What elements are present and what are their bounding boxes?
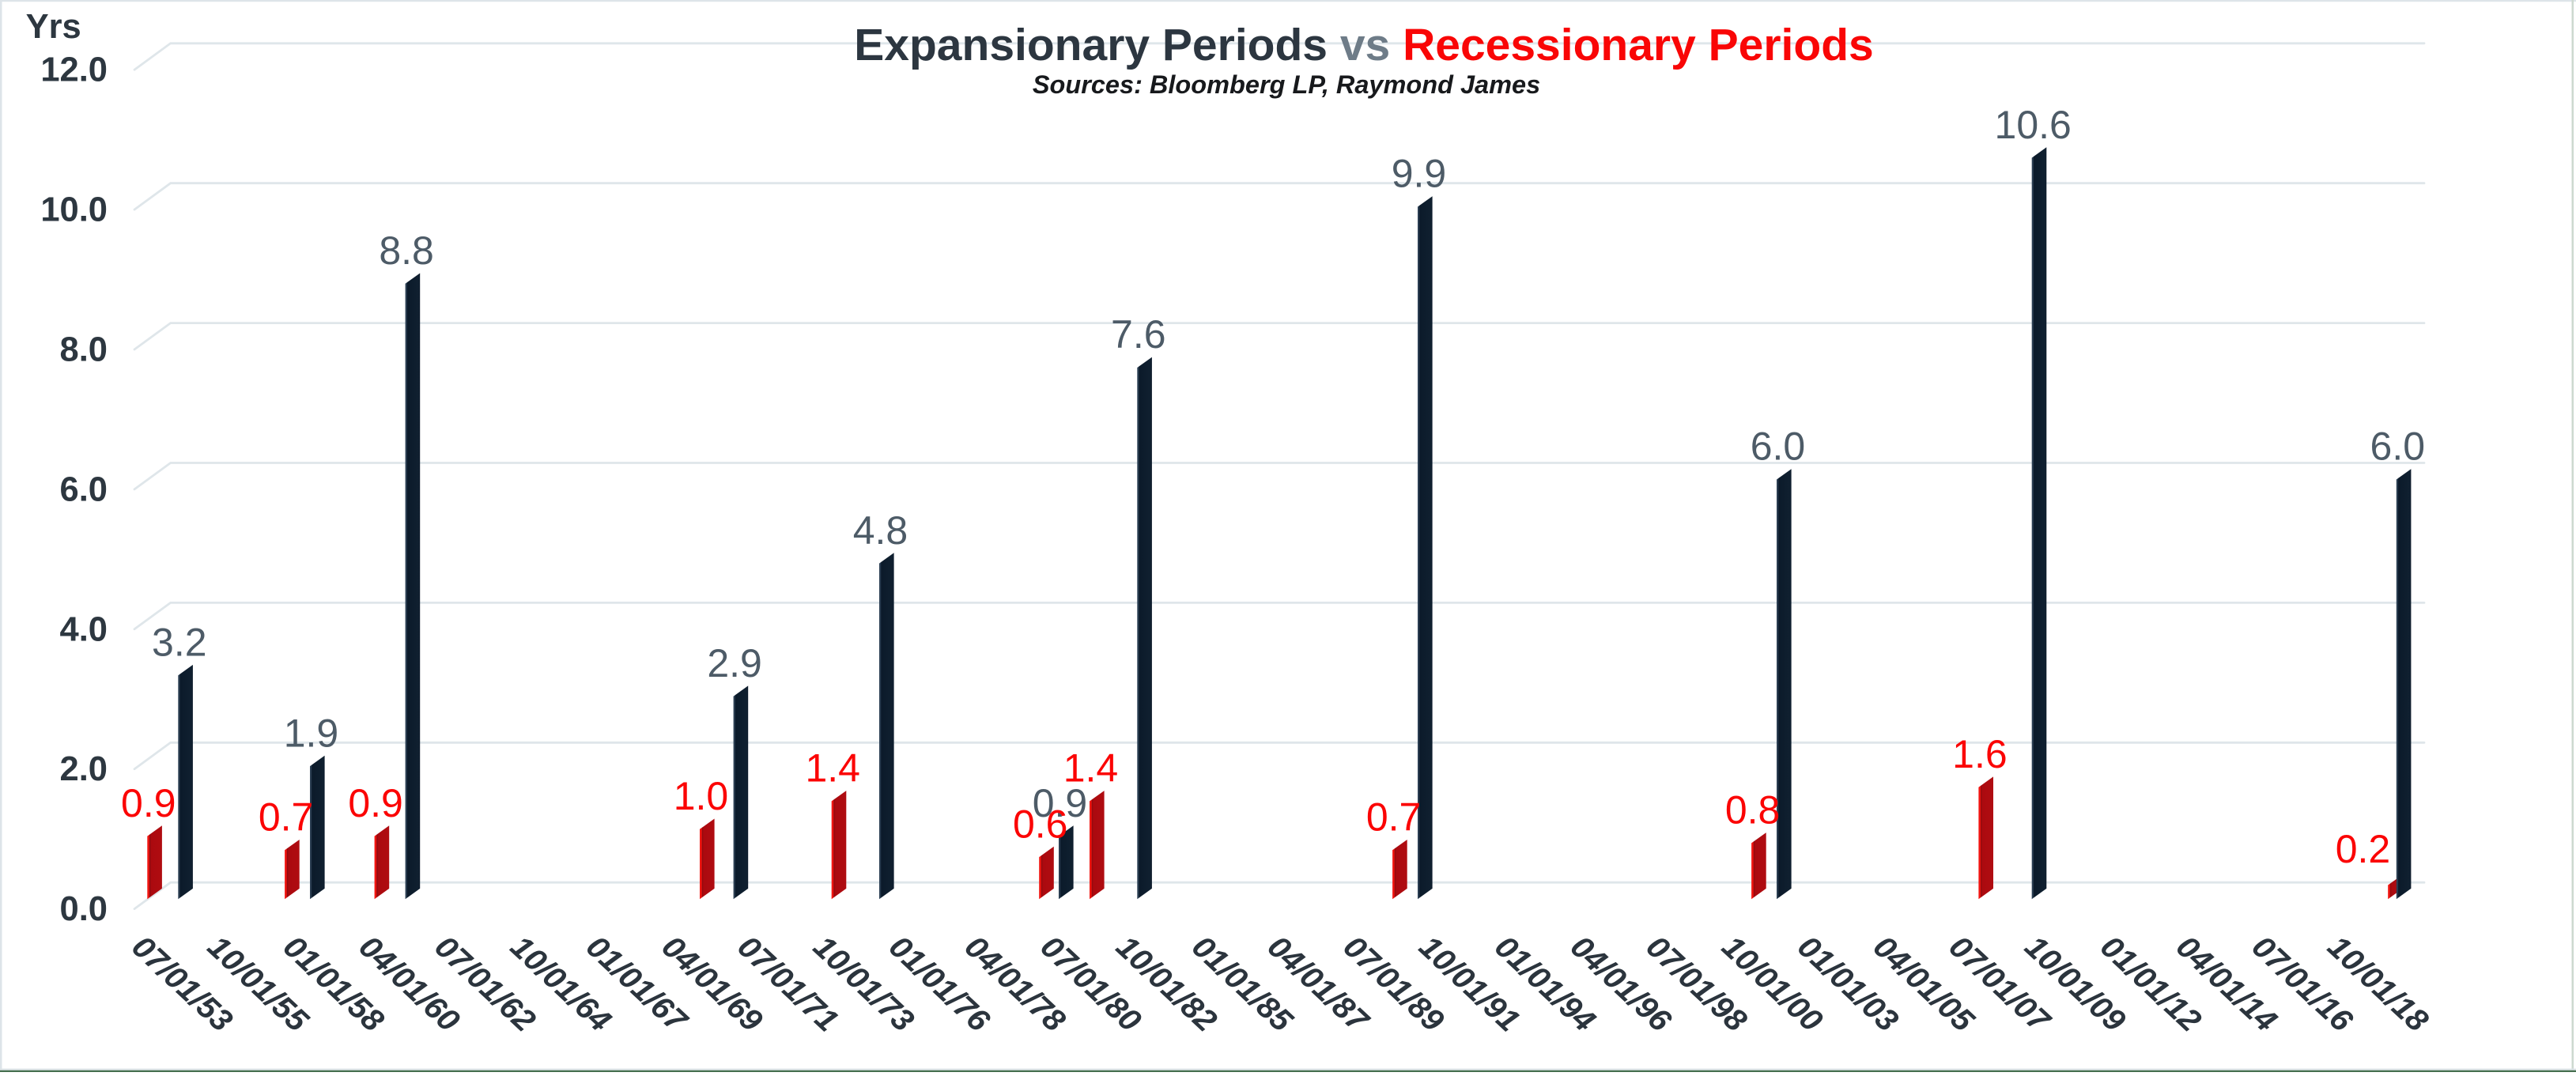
svg-text:0.2: 0.2 [2336, 827, 2391, 871]
svg-text:9.9: 9.9 [1392, 152, 1447, 196]
svg-text:10.6: 10.6 [1995, 103, 2072, 147]
svg-text:0.7: 0.7 [259, 795, 314, 840]
svg-text:0.9: 0.9 [1033, 781, 1088, 825]
svg-text:4.8: 4.8 [853, 508, 908, 553]
svg-text:6.0: 6.0 [2370, 425, 2426, 469]
svg-text:10.0: 10.0 [40, 191, 108, 229]
svg-text:2.9: 2.9 [707, 641, 762, 685]
svg-text:1.9: 1.9 [284, 711, 339, 755]
svg-text:0.9: 0.9 [348, 781, 403, 825]
svg-text:12.0: 12.0 [40, 51, 108, 89]
svg-text:8.0: 8.0 [60, 331, 108, 369]
svg-text:1.4: 1.4 [1063, 746, 1119, 791]
svg-text:6.0: 6.0 [1751, 425, 1806, 469]
svg-text:4.0: 4.0 [60, 610, 108, 648]
svg-text:Yrs: Yrs [26, 8, 81, 46]
svg-text:3.2: 3.2 [152, 620, 207, 664]
svg-text:0.8: 0.8 [1725, 788, 1781, 832]
svg-text:1.0: 1.0 [674, 774, 729, 818]
svg-text:Expansionary Periods vs Recess: Expansionary Periods vs Recessionary Per… [854, 20, 1873, 70]
svg-text:0.0: 0.0 [60, 890, 108, 928]
svg-text:1.4: 1.4 [805, 746, 860, 791]
svg-text:1.6: 1.6 [1952, 732, 2008, 776]
svg-text:0.7: 0.7 [1366, 795, 1422, 840]
svg-text:6.0: 6.0 [60, 470, 108, 508]
svg-text:2.0: 2.0 [60, 750, 108, 788]
svg-text:8.8: 8.8 [379, 228, 434, 273]
svg-text:Sources: Bloomberg LP, Raymond: Sources: Bloomberg LP, Raymond James [1033, 70, 1540, 99]
svg-text:0.9: 0.9 [121, 781, 176, 825]
svg-text:0.6: 0.6 [1013, 802, 1068, 846]
svg-text:7.6: 7.6 [1111, 312, 1166, 357]
